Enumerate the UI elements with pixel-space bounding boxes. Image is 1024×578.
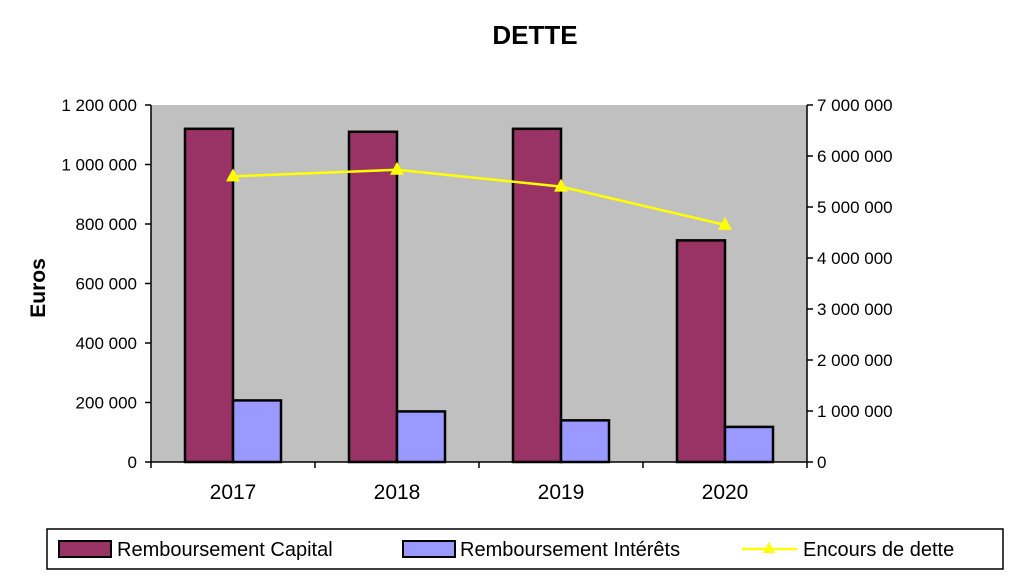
legend-swatch-capital (58, 540, 112, 558)
bar-interets-2020 (723, 425, 775, 464)
y-tick-label-right: 4 000 000 (817, 249, 893, 268)
y-tick-label-right: 6 000 000 (817, 147, 893, 166)
marker-encours-2020 (718, 216, 732, 230)
legend-swatch-encours-marker (763, 542, 775, 553)
x-tick-label: 2020 (702, 481, 749, 504)
y-tick-label-right: 0 (817, 453, 826, 472)
legend-label-interets: Remboursement Intérêts (460, 539, 680, 561)
bar-interets-2019 (559, 419, 611, 464)
line-encours (232, 168, 726, 227)
x-tick-label: 2018 (374, 481, 421, 504)
legend-swatch-interets (402, 540, 456, 558)
y-tick-label-left: 1 200 000 (61, 96, 137, 115)
y-tick-label-left: 800 000 (76, 215, 137, 234)
y-tick-label-left: 1 000 000 (61, 156, 137, 175)
legend-box (46, 528, 1004, 570)
y-tick-label-right: 7 000 000 (817, 96, 893, 115)
y-axis-label: Euros (27, 258, 50, 318)
x-tick-label: 2017 (210, 481, 257, 504)
chart-title: DETTE (492, 20, 577, 50)
bar-capital-2019 (511, 127, 563, 464)
y-tick-label-left: 0 (128, 453, 137, 472)
x-tick-label: 2019 (538, 481, 585, 504)
y-tick-label-right: 3 000 000 (817, 300, 893, 319)
bar-interets-2018 (395, 410, 447, 464)
marker-encours-2019 (554, 178, 568, 192)
marker-encours-2018 (390, 161, 404, 175)
bar-capital-2017 (183, 127, 235, 464)
bar-capital-2020 (675, 239, 727, 464)
legend-label-encours: Encours de dette (803, 539, 954, 561)
bar-interets-2017 (231, 399, 283, 464)
marker-encours-2017 (226, 168, 240, 182)
legend: Remboursement Capital Remboursement Inté… (46, 528, 1004, 570)
y-tick-label-left: 200 000 (76, 394, 137, 413)
legend-label-capital: Remboursement Capital (117, 539, 333, 561)
y-tick-label-right: 2 000 000 (817, 351, 893, 370)
y-tick-label-right: 5 000 000 (817, 198, 893, 217)
y-tick-label-right: 1 000 000 (817, 402, 893, 421)
y-tick-label-left: 400 000 (76, 334, 137, 353)
bar-capital-2018 (347, 130, 399, 464)
y-tick-label-left: 600 000 (76, 275, 137, 294)
